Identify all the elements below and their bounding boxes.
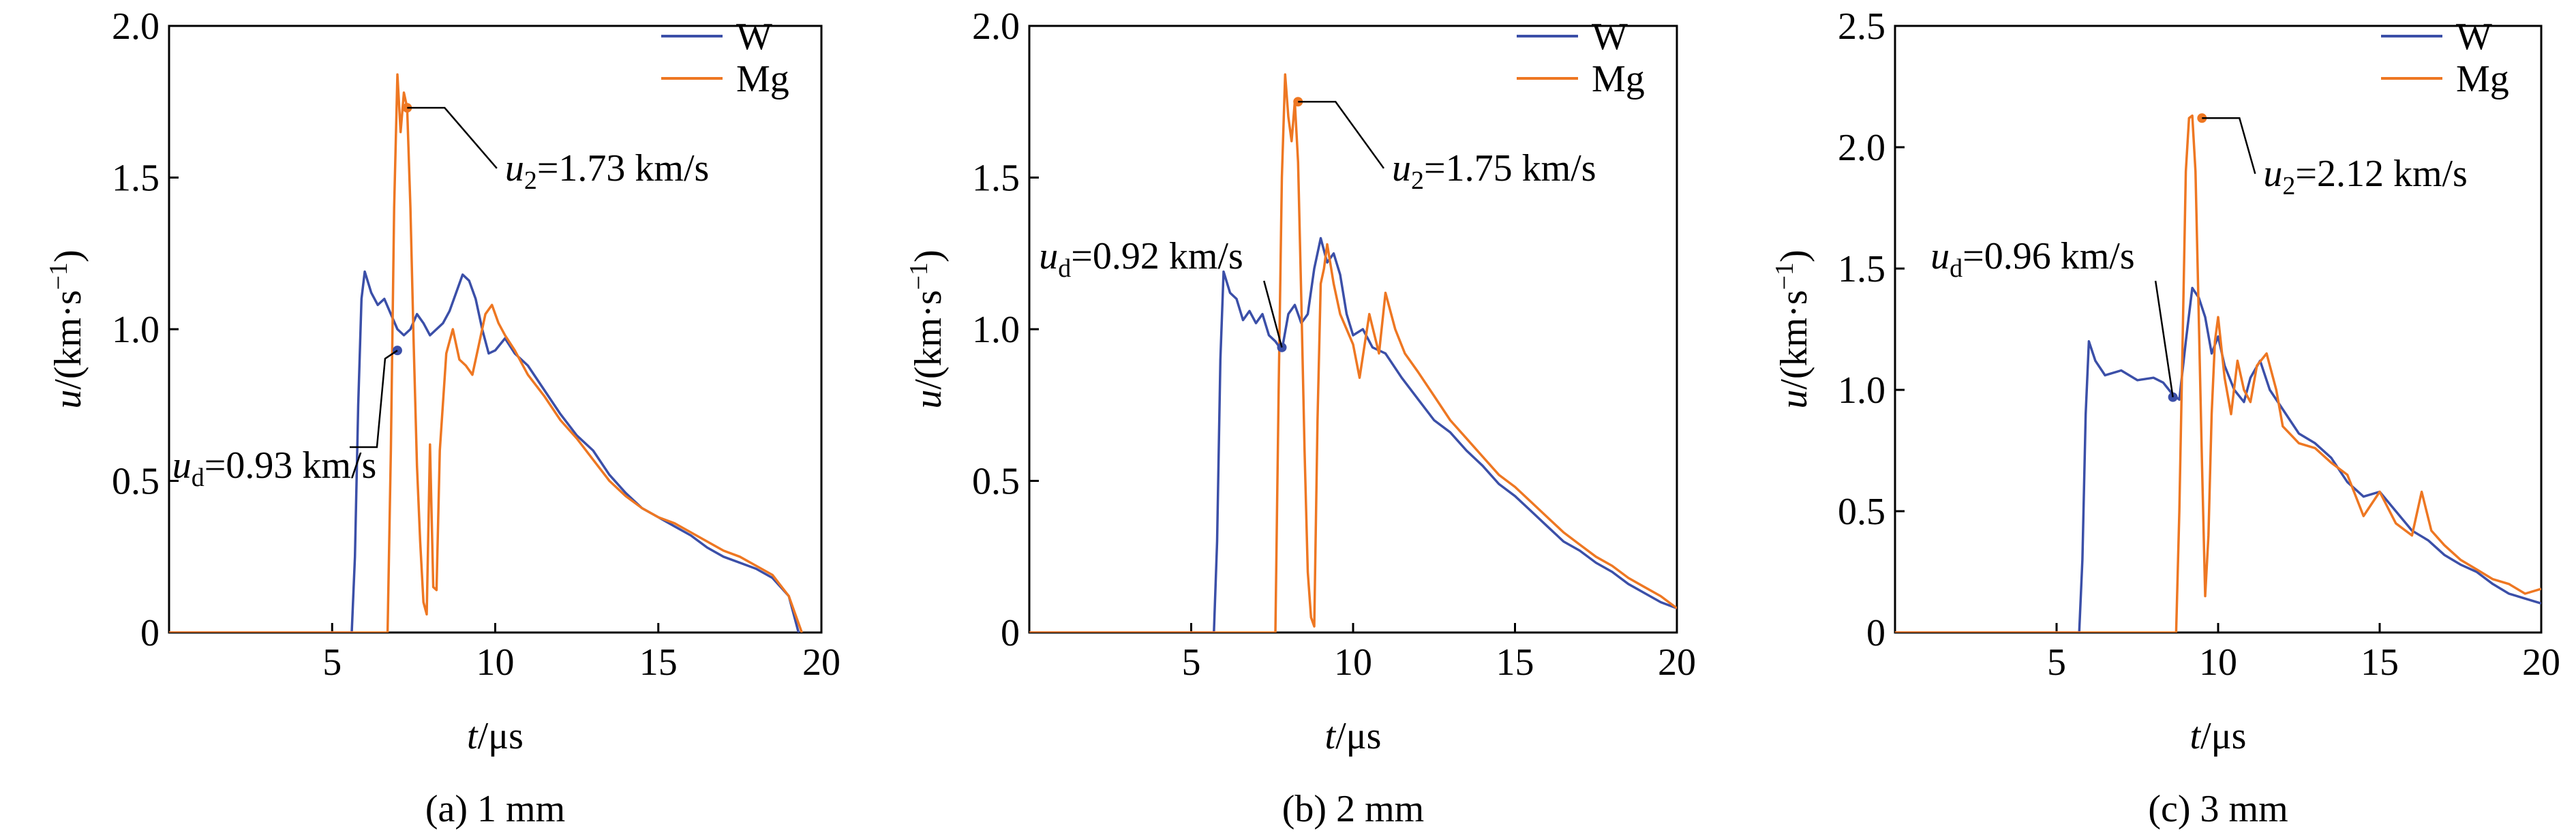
annotation-label: u2=2.12 km/s	[2263, 153, 2468, 200]
legend-label-Mg: Mg	[736, 58, 789, 100]
annotation-leader	[1263, 280, 1283, 348]
panel-caption: (c) 3 mm	[2148, 788, 2288, 830]
x-axis-label: t/μs	[1325, 715, 1382, 757]
legend-label-Mg: Mg	[2456, 58, 2509, 100]
series-line-W	[1029, 237, 1677, 633]
x-tick-label: 15	[1496, 641, 1534, 684]
series-line-Mg	[1895, 114, 2541, 633]
y-axis-label: u/(km·s−1)	[1770, 249, 1815, 408]
y-tick-label: 2.0	[1838, 127, 1885, 169]
x-tick-label: 15	[2361, 641, 2399, 684]
y-axis-label: u/(km·s−1)	[905, 249, 950, 408]
panel-caption: (b) 2 mm	[1282, 788, 1424, 830]
annotation-label: ud=0.92 km/s	[1039, 235, 1243, 283]
annotation-leader	[349, 350, 398, 448]
chart-panel-2: 0 0.5 1.0 1.5 2.0 5 10 15 20 t/μs u/(km·s−1) WMg u2=…	[905, 5, 1696, 830]
y-tick-label: 1.5	[112, 157, 160, 200]
y-tick-label: 0.5	[1838, 491, 1885, 533]
y-tick-label: 1.5	[1838, 248, 1885, 290]
x-tick-label: 20	[802, 641, 840, 684]
annotation-label: ud=0.93 km/s	[172, 444, 377, 492]
plot-frame	[1894, 25, 2543, 634]
y-tick-label: 0	[140, 612, 160, 654]
y-axis-label: u/(km·s−1)	[44, 249, 89, 408]
x-tick-label: 5	[1182, 641, 1201, 684]
y-tick-label: 1.0	[1838, 369, 1885, 412]
panel-caption: (a) 1 mm	[425, 788, 565, 830]
annotation-leader	[1298, 101, 1385, 169]
y-tick-label: 1.0	[972, 309, 1020, 351]
y-tick-label: 1.0	[112, 309, 160, 351]
legend-label-W: W	[2456, 16, 2492, 58]
x-tick-label: 5	[2047, 641, 2066, 684]
x-tick-label: 5	[322, 641, 342, 684]
x-tick-label: 15	[639, 641, 678, 684]
chart-panel-3: 0 0.5 1.0 1.5 2.0 2.5 5 10 15 20 t/μs u/(km·s−1) WMg…	[1770, 5, 2560, 830]
legend-label-Mg: Mg	[1592, 58, 1645, 100]
y-tick-label: 2.0	[112, 5, 160, 48]
x-tick-label: 20	[2522, 641, 2560, 684]
annotation-leader	[407, 106, 498, 169]
x-tick-label: 10	[2199, 641, 2237, 684]
y-tick-label: 2.5	[1838, 5, 1885, 48]
x-tick-label: 10	[476, 641, 515, 684]
series-line-W	[169, 270, 800, 633]
legend-label-W: W	[736, 16, 772, 58]
y-tick-label: 1.5	[972, 157, 1020, 200]
annotation-label: u2=1.75 km/s	[1392, 147, 1596, 195]
series-line-Mg	[169, 73, 803, 633]
y-tick-label: 2.0	[972, 5, 1020, 48]
chart-panel-1: 0 0.5 1.0 1.5 2.0 5 10 15 20 t/μs u/(km·s−1) WMg u2=…	[44, 5, 840, 830]
plot-frame	[1028, 25, 1678, 634]
y-tick-label: 0	[1866, 612, 1885, 654]
annotation-leader	[2154, 280, 2174, 397]
y-tick-label: 0.5	[972, 461, 1020, 503]
series-line-Mg	[1029, 73, 1677, 633]
annotation-label: ud=0.96 km/s	[1930, 235, 2135, 283]
x-axis-label: t/μs	[2190, 715, 2247, 757]
y-tick-label: 0	[1001, 612, 1020, 654]
plot-frame	[168, 25, 823, 634]
legend-label-W: W	[1592, 16, 1628, 58]
x-tick-label: 20	[1658, 641, 1696, 684]
annotation-leader	[2202, 117, 2256, 174]
series-line-W	[1895, 286, 2541, 633]
y-tick-label: 0.5	[112, 461, 160, 503]
annotation-label: u2=1.73 km/s	[505, 147, 710, 195]
x-tick-label: 10	[1334, 641, 1372, 684]
x-axis-label: t/μs	[467, 715, 524, 757]
